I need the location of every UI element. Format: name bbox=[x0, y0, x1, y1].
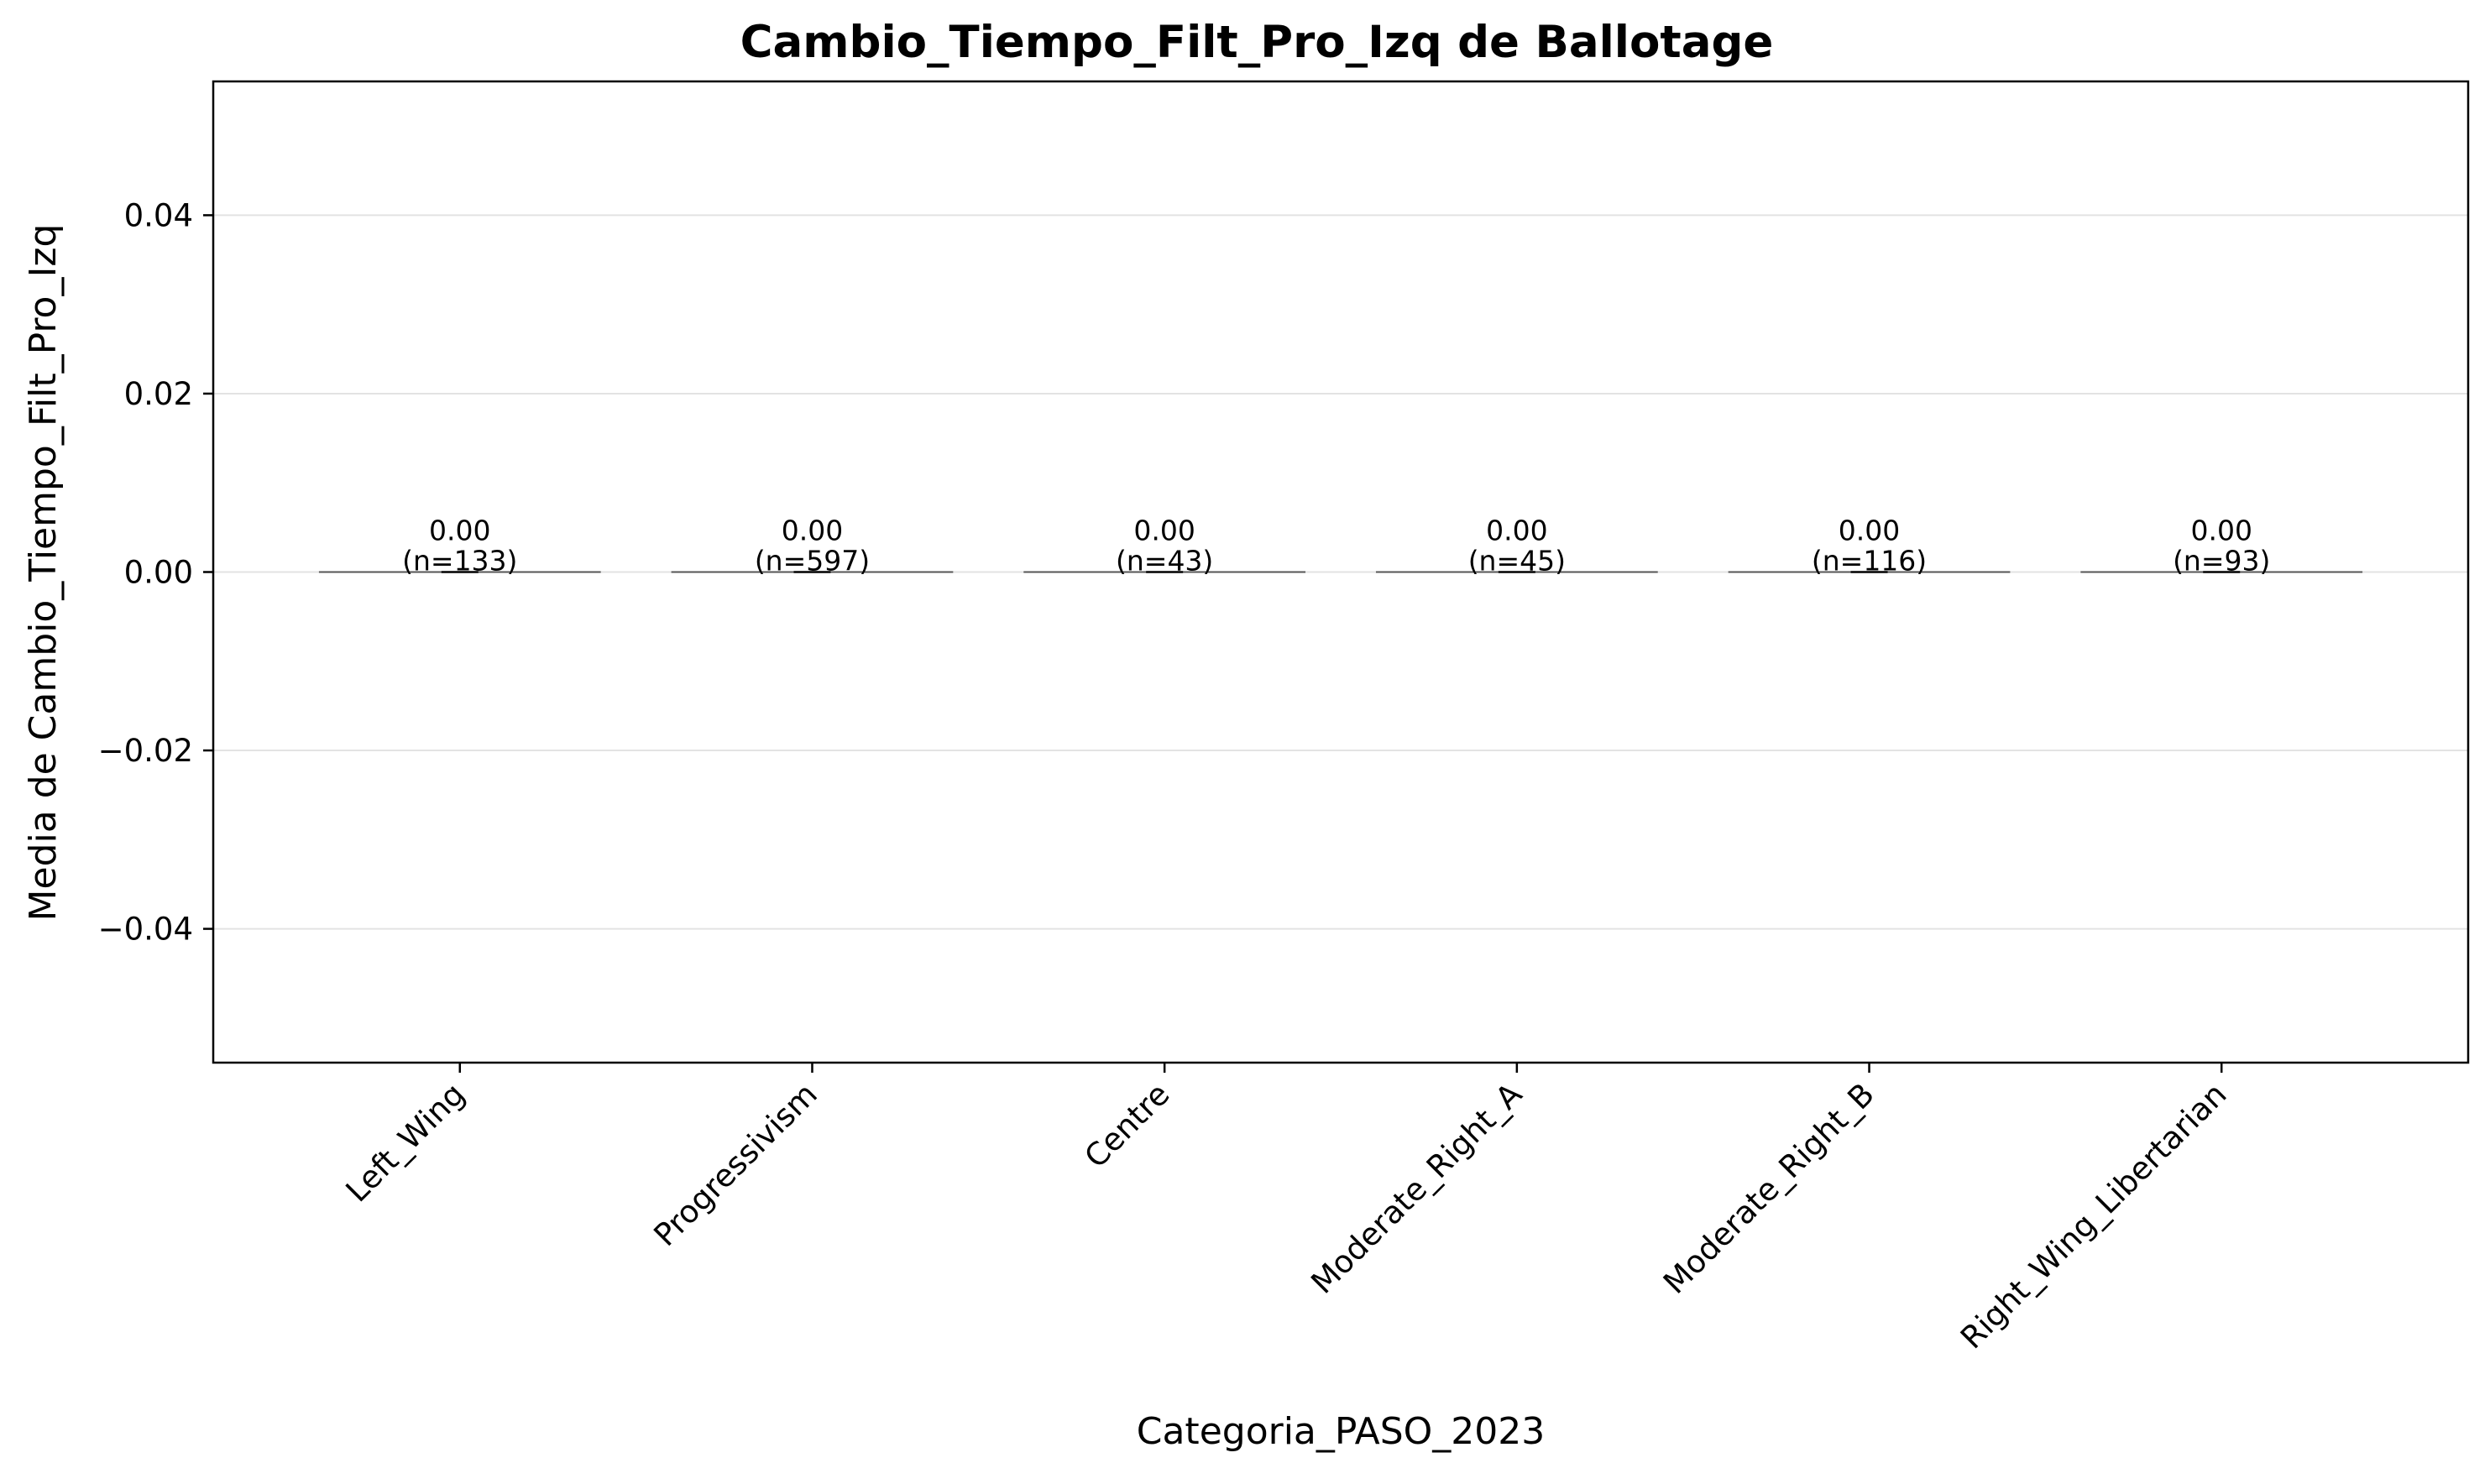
y-tick-label: −0.04 bbox=[98, 912, 193, 948]
bar-count-label: (n=93) bbox=[2173, 545, 2270, 577]
chart-title: Cambio_Tiempo_Filt_Pro_Izq de Ballotage bbox=[740, 17, 1774, 68]
bar-count-label: (n=45) bbox=[1468, 545, 1566, 577]
bar-count-label: (n=116) bbox=[1812, 545, 1927, 577]
y-tick-label: 0.02 bbox=[124, 376, 193, 412]
y-tick-label: 0.04 bbox=[124, 197, 193, 233]
bar-value-label: 0.00 bbox=[1486, 515, 1547, 547]
y-axis-ticks: −0.04 −0.02 0.00 0.02 0.04 bbox=[98, 197, 213, 948]
bar-value-label: 0.00 bbox=[782, 515, 843, 547]
bar-value-label: 0.00 bbox=[1839, 515, 1900, 547]
bar-count-label: (n=133) bbox=[402, 545, 517, 577]
bar-count-label: (n=43) bbox=[1116, 545, 1213, 577]
y-axis-label: Media de Cambio_Tiempo_Filt_Pro_Izq bbox=[22, 224, 65, 922]
y-tick-label: 0.00 bbox=[124, 555, 193, 591]
bar-value-label: 0.00 bbox=[429, 515, 490, 547]
data-labels: 0.00(n=133)0.00(n=597)0.00(n=43)0.00(n=4… bbox=[402, 515, 2270, 577]
bar-value-label: 0.00 bbox=[1133, 515, 1195, 547]
y-tick-label: −0.02 bbox=[98, 733, 193, 769]
bar-count-label: (n=597) bbox=[755, 545, 870, 577]
x-axis-label: Categoria_PASO_2023 bbox=[1137, 1410, 1546, 1453]
bar-value-label: 0.00 bbox=[2190, 515, 2252, 547]
